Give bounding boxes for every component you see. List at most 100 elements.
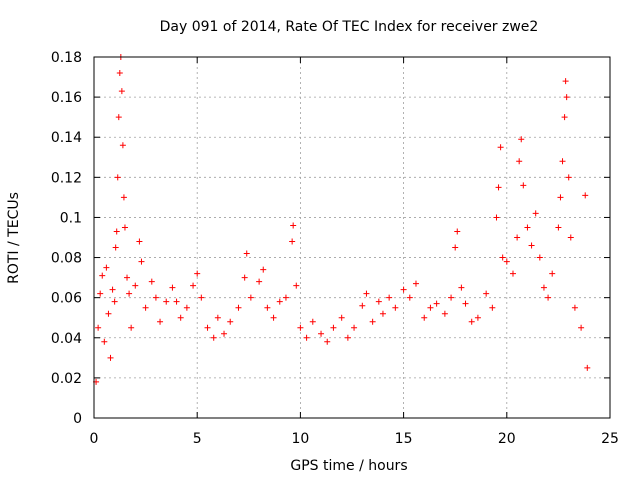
data-point xyxy=(452,244,459,251)
data-point xyxy=(120,194,127,201)
axis-ticks: 0 5 10 15 20 25 0 0.02 0.04 0.06 0.08 0.1 0.12 0.14 0.… xyxy=(51,50,619,447)
data-point xyxy=(412,280,419,287)
data-point xyxy=(520,182,527,189)
data-point xyxy=(565,174,572,181)
data-point xyxy=(562,78,569,85)
data-point xyxy=(503,258,510,265)
data-point xyxy=(400,286,407,293)
data-point xyxy=(148,278,155,285)
data-point xyxy=(330,324,337,331)
data-point xyxy=(173,298,180,305)
data-point xyxy=(493,214,500,221)
data-point xyxy=(256,278,263,285)
data-point xyxy=(338,314,345,321)
data-point xyxy=(121,224,128,231)
data-point xyxy=(190,282,197,289)
data-point xyxy=(386,294,393,301)
data-point xyxy=(441,310,448,317)
data-point xyxy=(183,304,190,311)
data-point xyxy=(528,242,535,249)
x-tick-label: 15 xyxy=(395,431,413,447)
data-point xyxy=(138,258,145,265)
data-point xyxy=(198,294,205,301)
data-point xyxy=(369,318,376,325)
data-point xyxy=(114,174,121,181)
y-tick-label: 0 xyxy=(73,411,82,427)
data-point xyxy=(112,244,119,251)
data-point xyxy=(132,282,139,289)
x-tick-label: 25 xyxy=(601,431,619,447)
data-point xyxy=(99,272,106,279)
y-tick-label: 0.14 xyxy=(51,130,82,146)
data-point xyxy=(235,304,242,311)
data-point xyxy=(557,194,564,201)
data-point xyxy=(462,300,469,307)
data-point xyxy=(578,324,585,331)
data-point xyxy=(584,364,591,371)
y-tick-label: 0.18 xyxy=(51,50,82,66)
data-point xyxy=(97,290,104,297)
data-point xyxy=(204,324,211,331)
data-point xyxy=(421,314,428,321)
data-point xyxy=(555,224,562,231)
data-point xyxy=(468,318,475,325)
x-axis-label: GPS time / hours xyxy=(290,458,407,474)
data-point xyxy=(344,334,351,341)
data-point xyxy=(359,302,366,309)
y-tick-label: 0.12 xyxy=(51,170,82,186)
y-tick-label: 0.1 xyxy=(60,210,82,226)
data-point xyxy=(303,334,310,341)
data-point xyxy=(563,94,570,101)
data-point xyxy=(111,298,118,305)
data-point xyxy=(571,304,578,311)
y-tick-label: 0.06 xyxy=(51,291,82,307)
data-point xyxy=(297,324,304,331)
data-point xyxy=(433,300,440,307)
data-point xyxy=(567,234,574,241)
data-points xyxy=(93,54,591,385)
data-point xyxy=(177,314,184,321)
data-point xyxy=(379,310,386,317)
plot-frame xyxy=(93,56,611,419)
data-point xyxy=(532,210,539,217)
data-point xyxy=(152,294,159,301)
data-point xyxy=(115,114,122,121)
data-point xyxy=(561,114,568,121)
data-point xyxy=(363,290,370,297)
data-point xyxy=(194,270,201,277)
data-point xyxy=(109,286,116,293)
data-point xyxy=(118,88,125,95)
data-point xyxy=(514,234,521,241)
data-point xyxy=(163,298,170,305)
data-point xyxy=(545,294,552,301)
data-point xyxy=(227,318,234,325)
data-point xyxy=(136,238,143,245)
x-tick-label: 20 xyxy=(498,431,516,447)
x-tick-label: 10 xyxy=(291,431,309,447)
data-point xyxy=(536,254,543,261)
data-point xyxy=(483,290,490,297)
x-tick-label: 0 xyxy=(90,431,99,447)
data-point xyxy=(509,270,516,277)
data-point xyxy=(214,314,221,321)
data-point xyxy=(124,274,131,281)
y-tick-label: 0.16 xyxy=(51,90,82,106)
data-point xyxy=(499,254,506,261)
y-tick-label: 0.04 xyxy=(51,331,82,347)
data-point xyxy=(243,250,250,257)
data-point xyxy=(516,158,523,165)
data-point xyxy=(95,324,102,331)
data-point xyxy=(276,298,283,305)
grid-lines xyxy=(94,57,610,418)
data-point xyxy=(458,284,465,291)
data-point xyxy=(157,318,164,325)
data-point xyxy=(264,304,271,311)
data-point xyxy=(392,304,399,311)
data-point xyxy=(324,338,331,345)
x-tick-label: 5 xyxy=(193,431,202,447)
data-point xyxy=(559,158,566,165)
y-tick-label: 0.08 xyxy=(51,251,82,267)
data-point xyxy=(582,192,589,199)
data-point xyxy=(142,304,149,311)
